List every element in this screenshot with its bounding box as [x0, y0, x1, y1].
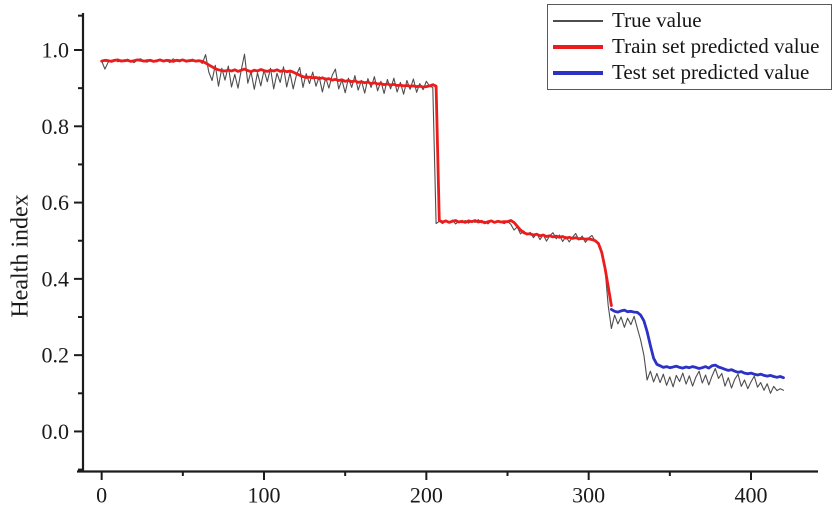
- legend-item-train-predicted: Train set predicted value: [553, 35, 831, 58]
- legend: True value Train set predicted value Tes…: [547, 4, 832, 90]
- series-train-set-predicted-value: [100, 58, 613, 308]
- legend-line-true-icon: [553, 20, 603, 22]
- legend-line-train-icon: [553, 45, 603, 49]
- legend-label-true-value: True value: [612, 8, 702, 33]
- legend-label-train-predicted: Train set predicted value: [612, 34, 820, 59]
- legend-line-test-icon: [553, 71, 603, 75]
- y-tick-label: 0.8: [42, 114, 70, 139]
- y-tick-label: 0.6: [42, 190, 70, 215]
- series-true-value: [101, 53, 785, 394]
- y-tick-label: 0.4: [42, 266, 70, 291]
- y-tick-label: 0.0: [42, 419, 70, 444]
- y-axis-title: Health index: [7, 194, 34, 318]
- legend-label-test-predicted: Test set predicted value: [612, 60, 810, 85]
- x-tick-label: 0: [96, 483, 107, 508]
- y-tick-label: 0.2: [42, 343, 70, 368]
- x-tick-label: 100: [248, 483, 281, 508]
- y-tick-label: 1.0: [42, 38, 70, 63]
- x-tick-label: 300: [572, 483, 605, 508]
- series-test-set-predicted-value: [610, 307, 785, 380]
- legend-item-test-predicted: Test set predicted value: [553, 61, 831, 84]
- legend-item-true-value: True value: [553, 9, 831, 32]
- axes: 0 100 200 300 400 0.0 0.2 0.4 0.6 0.8 1.0: [42, 13, 818, 508]
- x-tick-label: 400: [735, 483, 768, 508]
- x-tick-label: 200: [410, 483, 443, 508]
